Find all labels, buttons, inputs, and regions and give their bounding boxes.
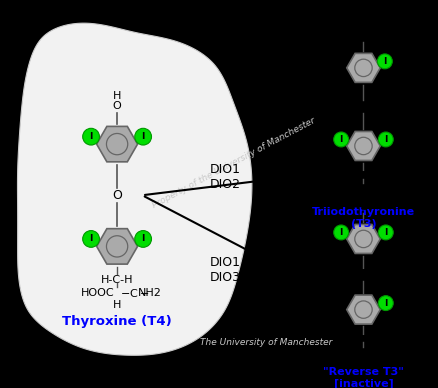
- Text: I: I: [141, 234, 145, 243]
- Text: $\mathsf{-C-}$: $\mathsf{-C-}$: [365, 346, 392, 359]
- Circle shape: [333, 225, 348, 240]
- Text: $\mathsf{-C-}$: $\mathsf{-C-}$: [365, 183, 392, 195]
- Text: NH2: NH2: [137, 288, 161, 298]
- Text: HOOC: HOOC: [331, 347, 360, 357]
- Circle shape: [134, 230, 151, 247]
- Text: H: H: [113, 300, 121, 310]
- Text: O: O: [358, 269, 367, 279]
- Text: O: O: [359, 202, 367, 212]
- Circle shape: [333, 132, 348, 147]
- Text: NH2: NH2: [383, 347, 404, 357]
- Text: I: I: [383, 228, 387, 237]
- Circle shape: [82, 128, 99, 145]
- Circle shape: [377, 54, 392, 69]
- Text: Triiodothyronine
(T3): Triiodothyronine (T3): [311, 207, 414, 229]
- Text: H-C-H: H-C-H: [349, 171, 377, 181]
- Text: DIO1
DIO2: DIO1 DIO2: [210, 163, 240, 191]
- Text: DIO1
DIO3: DIO1 DIO3: [210, 256, 240, 284]
- Text: H: H: [359, 196, 366, 206]
- Text: H-C-H: H-C-H: [101, 275, 133, 285]
- Text: The University of Manchester: The University of Manchester: [199, 338, 331, 346]
- Text: I: I: [383, 299, 387, 308]
- Text: I: I: [89, 234, 92, 243]
- Text: I: I: [89, 132, 92, 141]
- Text: Property of the University of Manchester: Property of the University of Manchester: [150, 116, 316, 210]
- Polygon shape: [18, 23, 251, 355]
- Text: HOOC: HOOC: [81, 288, 114, 298]
- Text: I: I: [141, 132, 145, 141]
- Text: HOOC: HOOC: [331, 184, 360, 194]
- Text: O: O: [112, 189, 122, 202]
- Text: H: H: [359, 23, 366, 33]
- Text: O: O: [113, 100, 121, 111]
- Circle shape: [82, 230, 99, 247]
- Text: H-C-H: H-C-H: [349, 335, 377, 345]
- Text: H: H: [359, 360, 366, 370]
- Text: I: I: [339, 228, 342, 237]
- Text: H: H: [113, 91, 121, 101]
- Circle shape: [378, 296, 392, 310]
- Text: NH2: NH2: [383, 184, 404, 194]
- Circle shape: [134, 128, 151, 145]
- Text: I: I: [339, 135, 342, 144]
- Text: I: I: [383, 135, 387, 144]
- Text: O: O: [358, 102, 367, 112]
- Text: I: I: [382, 57, 386, 66]
- Text: Thyroxine (T4): Thyroxine (T4): [62, 315, 172, 328]
- Text: O: O: [359, 31, 367, 41]
- Text: "Reverse T3"
[inactive]: "Reverse T3" [inactive]: [322, 367, 403, 388]
- Text: H: H: [359, 194, 366, 204]
- Text: $\mathsf{-C-}$: $\mathsf{-C-}$: [120, 287, 149, 299]
- Circle shape: [378, 132, 392, 147]
- Circle shape: [378, 225, 392, 240]
